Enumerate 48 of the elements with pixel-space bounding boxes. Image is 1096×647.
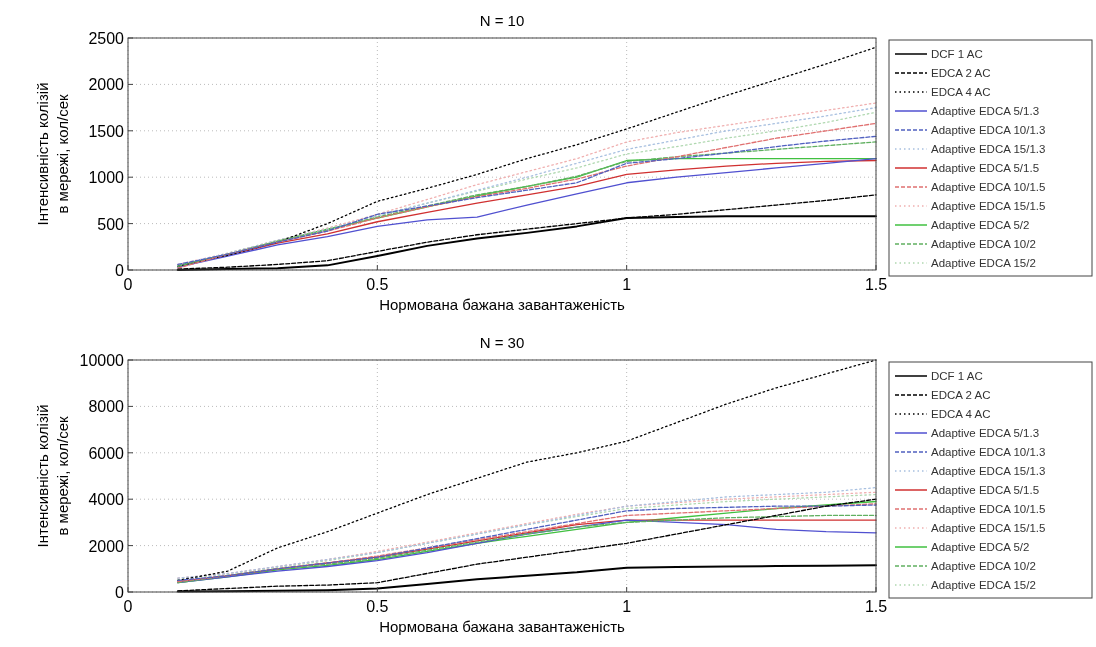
- legend-label: Adaptive EDCA 5/2: [931, 541, 1030, 553]
- legend-label: Adaptive EDCA 10/1.3: [931, 124, 1046, 136]
- legend-label: Adaptive EDCA 15/2: [931, 257, 1036, 269]
- legend-label: Adaptive EDCA 15/2: [931, 579, 1036, 591]
- y-tick-label: 0: [115, 262, 125, 279]
- legend-label: Adaptive EDCA 15/1.5: [931, 522, 1046, 534]
- legend-label: EDCA 4 AC: [931, 408, 991, 420]
- x-axis-title: Нормована бажана завантаженість: [379, 618, 626, 635]
- y-tick-label: 8000: [88, 398, 125, 416]
- legend-label: DCF 1 AC: [931, 48, 983, 60]
- legend-label: EDCA 2 AC: [931, 389, 991, 401]
- y-tick-label: 4000: [88, 491, 125, 509]
- x-tick-label: 0.5: [366, 598, 389, 615]
- x-tick-label: 0.5: [366, 276, 389, 293]
- legend-label: Adaptive EDCA 15/1.5: [931, 200, 1046, 212]
- legend-label: Adaptive EDCA 5/2: [931, 219, 1030, 231]
- y-tick-label: 2500: [88, 30, 125, 47]
- y-axis-title: Інтенсивність колізій в мережі, кол/сек: [34, 82, 71, 226]
- y-tick-label: 2000: [88, 76, 125, 94]
- y-axis-title: Інтенсивність колізій в мережі, кол/сек: [34, 404, 71, 548]
- legend-label: Adaptive EDCA 10/2: [931, 560, 1036, 572]
- y-tick-label: 2000: [88, 537, 125, 555]
- y-tick-label: 6000: [88, 444, 125, 462]
- x-tick-label: 1.5: [864, 276, 888, 293]
- legend-label: Adaptive EDCA 10/2: [931, 238, 1036, 250]
- legend-label: Adaptive EDCA 10/1.5: [931, 503, 1046, 515]
- y-tick-label: 0: [115, 584, 125, 601]
- legend-label: Adaptive EDCA 15/1.3: [931, 143, 1046, 155]
- legend-label: EDCA 4 AC: [931, 86, 991, 98]
- legend-label: Adaptive EDCA 5/1.3: [931, 105, 1040, 117]
- legend-label: Adaptive EDCA 10/1.5: [931, 181, 1046, 193]
- legend-label: Adaptive EDCA 5/1.5: [931, 484, 1040, 496]
- y-tick-label: 10000: [79, 352, 125, 369]
- y-tick-label: 500: [97, 215, 125, 233]
- chart-title: N = 10: [479, 12, 525, 29]
- y-tick-label: 1500: [88, 122, 125, 140]
- x-tick-label: 1.5: [864, 598, 888, 615]
- legend-label: Adaptive EDCA 10/1.3: [931, 446, 1046, 458]
- legend-label: Adaptive EDCA 5/1.3: [931, 427, 1040, 439]
- y-tick-label: 1000: [88, 169, 125, 187]
- x-tick-label: 1: [622, 598, 632, 615]
- chart-title: N = 30: [479, 334, 525, 351]
- legend-label: DCF 1 AC: [931, 370, 983, 382]
- legend-label: Adaptive EDCA 15/1.3: [931, 465, 1046, 477]
- x-tick-label: 1: [622, 276, 632, 293]
- x-axis-title: Нормована бажана завантаженість: [379, 296, 626, 313]
- legend-label: EDCA 2 AC: [931, 67, 991, 79]
- legend-label: Adaptive EDCA 5/1.5: [931, 162, 1040, 174]
